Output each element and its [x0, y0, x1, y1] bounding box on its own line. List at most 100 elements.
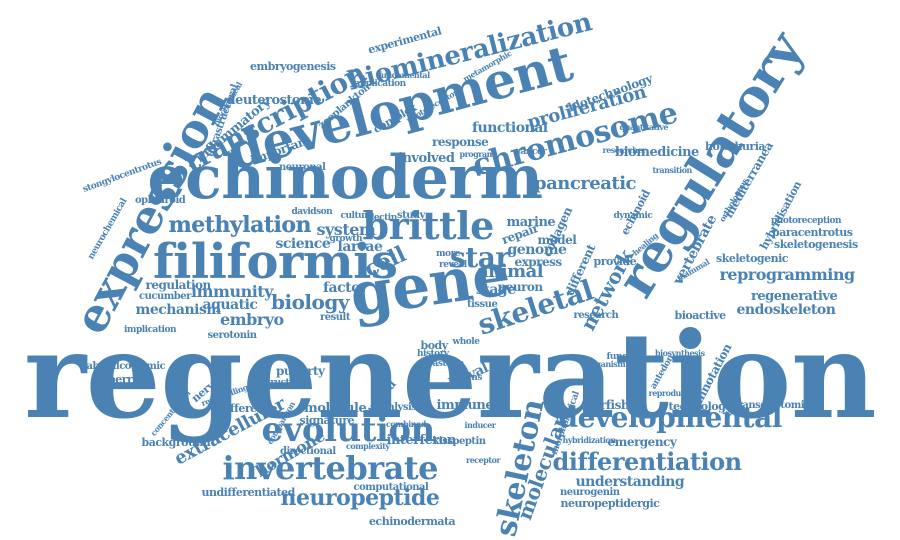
word-whole: whole: [452, 336, 480, 347]
word-transition: transition: [652, 165, 693, 175]
word-cucumber: cucumber: [139, 291, 191, 302]
word-transcriptomics: transcriptomics: [733, 400, 816, 411]
word-invertebrate: invertebrate: [222, 449, 439, 487]
word-science: science: [275, 236, 331, 252]
word-quantitative: quantitative: [619, 122, 669, 132]
word-stage: stage: [476, 282, 516, 298]
word-molecule: molecule: [304, 400, 367, 416]
word-holothuria: holothuria: [705, 139, 766, 153]
word-biomedicine: biomedicine: [615, 144, 699, 160]
word-filiformis: filiformis: [153, 234, 398, 290]
word-function: function: [606, 351, 646, 362]
word-study: study: [397, 210, 425, 221]
word-embryogenesis: embryogenesis: [250, 59, 336, 73]
word-animal: animal: [477, 261, 544, 282]
word-photoreception: photoreception: [771, 215, 842, 226]
word-combined: combined: [386, 419, 426, 429]
word-history: history: [417, 348, 449, 359]
word-structural: structural: [262, 377, 308, 388]
word-regulation: regulation: [145, 278, 212, 292]
word-undifferentiated: undifferentiated: [201, 485, 296, 499]
word-model: model: [537, 233, 577, 247]
word-bioactive: bioactive: [674, 308, 727, 322]
word-implication: implication: [124, 324, 177, 335]
word-regenerative: regenerative: [751, 288, 838, 304]
word-puberty: puberty: [276, 364, 325, 378]
word-marine: marine: [506, 214, 556, 230]
word-rubens: rubens: [450, 372, 482, 383]
word-reprogramming: reprogramming: [719, 265, 856, 284]
word-methylation: methylation: [168, 212, 312, 238]
word-regeneration: regeneration: [24, 306, 877, 445]
word-computational: computational: [353, 482, 429, 493]
word-star: star: [450, 241, 510, 274]
word-glaberrima: glaberrima: [90, 372, 155, 386]
word-researcher: researcher: [602, 145, 647, 155]
word-paracentrotus: paracentrotus: [772, 225, 853, 239]
word-research: research: [573, 310, 619, 321]
word-directional: directional: [280, 446, 336, 457]
word-system: system: [316, 220, 376, 239]
word-involved: involved: [398, 150, 455, 166]
word-emergency: emergency: [607, 435, 677, 449]
word-background: background: [141, 435, 211, 449]
word-pancreatic: pancreatic: [534, 173, 637, 194]
word-immunity: immunity: [191, 282, 273, 301]
word-neuropeptidergic: neuropeptidergic: [560, 496, 660, 510]
word-reveal: reveal: [439, 259, 467, 270]
word-biosynthesis: biosynthesis: [655, 348, 705, 358]
word-fundamental: fundamental: [378, 70, 430, 80]
word-aquatic: aquatic: [202, 297, 258, 313]
word-methylation: methylation: [168, 212, 312, 238]
word-understanding: understanding: [575, 474, 685, 490]
word-neuronal: neuronal: [279, 162, 326, 173]
word-dynamic: dynamic: [613, 210, 653, 221]
word-neuron: neuron: [497, 280, 544, 294]
word-tissue: tissue: [467, 299, 498, 310]
word-echinoderm: echinoderm: [147, 143, 544, 213]
word-provide: provide: [593, 254, 637, 268]
word-analysis: analysis: [375, 402, 417, 413]
word-signature: signature: [299, 413, 355, 427]
word-growth: growth: [329, 233, 363, 244]
word-functional: functional: [472, 120, 548, 136]
word-culture: culture: [340, 210, 375, 221]
word-response: response: [432, 135, 489, 149]
word-asteria: asteria: [432, 358, 465, 369]
word-lectin: lectin: [371, 212, 397, 223]
word-embryo: embryo: [220, 310, 284, 329]
word-complexity: complexity: [346, 441, 390, 451]
word-brittle: brittle: [362, 203, 495, 248]
word-larvae: larvae: [337, 239, 383, 255]
word-cancer: cancer: [515, 146, 547, 157]
word-skeletogenic: skeletogenic: [716, 251, 788, 265]
word-hybridization: hybridization: [562, 435, 617, 445]
word-evolution: evolution: [261, 410, 436, 450]
word-genome: genome: [507, 242, 567, 258]
word-application: application: [354, 78, 407, 89]
word-body: body: [420, 338, 449, 352]
word-skeletogenesis: skeletogenesis: [774, 237, 858, 251]
word-aboralcoelomic: aboralcoelomic: [86, 361, 166, 372]
word-express: express: [514, 255, 563, 269]
word-endoskeleton: endoskeleton: [736, 302, 836, 318]
word-developmental: developmental: [558, 401, 783, 434]
word-starfishes: starfishes: [581, 398, 644, 412]
word-serotonin: serotonin: [207, 330, 258, 341]
word-difference: difference: [219, 401, 277, 415]
word-differentiation: differentiation: [552, 447, 743, 476]
word-echinodermata: echinodermata: [369, 514, 456, 528]
word-immune: immune: [436, 397, 494, 413]
word-interferon: interferon: [386, 432, 457, 448]
word-inducer: inducer: [464, 420, 496, 430]
word-organism: organism: [587, 359, 626, 369]
word-davidson: davidson: [291, 206, 333, 217]
word-neuropeptide: neuropeptide: [280, 485, 440, 511]
word-mechanism: mechanism: [135, 302, 222, 318]
word-receptor: receptor: [466, 455, 501, 465]
word-program: program: [459, 149, 496, 159]
word-more: more: [436, 248, 461, 259]
word-result: result: [320, 312, 350, 323]
word-reproductive: reproductive: [648, 388, 701, 398]
